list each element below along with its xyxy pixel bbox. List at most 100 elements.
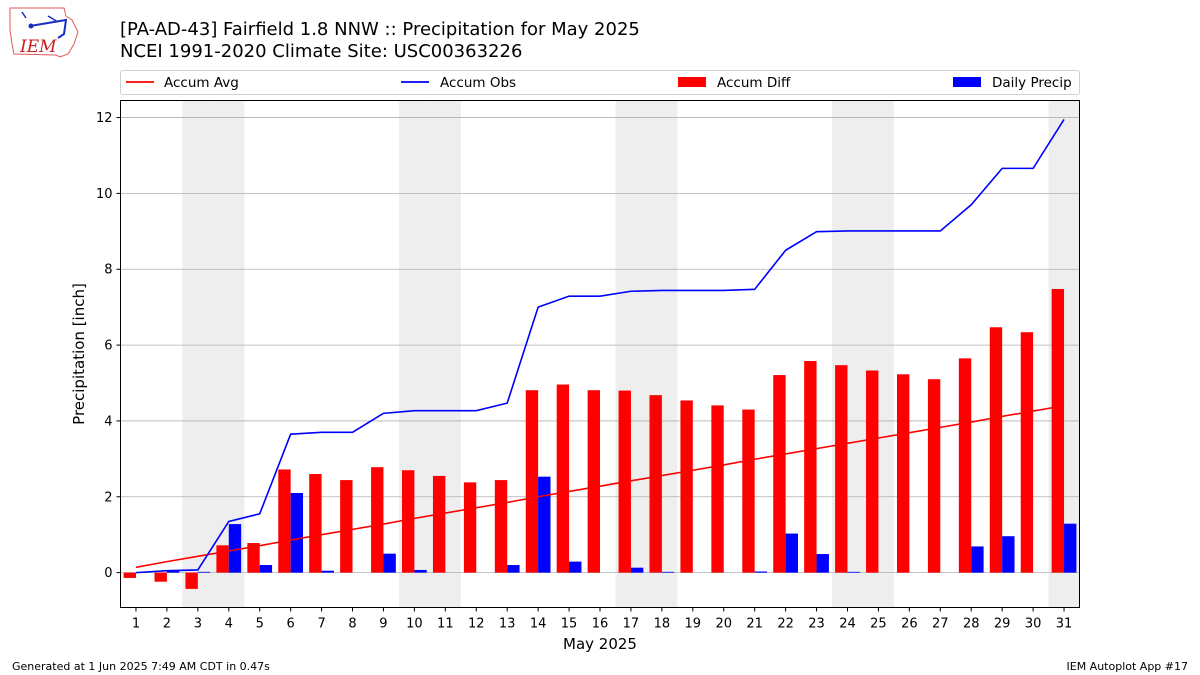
y-tick-label: 0	[104, 566, 112, 581]
x-tick-label: 11	[437, 617, 454, 632]
daily-precip-bar	[197, 571, 211, 573]
weekend-shade	[213, 100, 245, 608]
bars	[123, 288, 1077, 589]
accum-diff-bar	[402, 470, 415, 573]
y-tick-label: 8	[104, 263, 112, 278]
chart-subtitle: NCEI 1991-2020 Climate Site: USC00363226	[120, 41, 522, 62]
x-tick-label: 27	[932, 617, 949, 632]
x-tick-label: 18	[654, 617, 671, 632]
accum-diff-bar	[1020, 332, 1034, 573]
accum-diff-bar	[587, 390, 600, 573]
daily-precip-bar	[166, 570, 180, 573]
footer-app: IEM Autoplot App #17	[1067, 660, 1189, 673]
x-tick-label: 24	[839, 617, 856, 632]
daily-precip-bar	[507, 565, 520, 573]
x-tick-label: 1	[132, 617, 140, 632]
y-axis-label: Precipitation [inch]	[70, 283, 88, 425]
accum-diff-bar	[525, 390, 539, 573]
x-axis-label: May 2025	[563, 635, 637, 653]
footer-generated: Generated at 1 Jun 2025 7:49 AM CDT in 0…	[12, 660, 270, 673]
x-tick-label: 4	[225, 617, 233, 632]
accum-diff-bar	[1051, 288, 1065, 573]
y-tick-label: 6	[104, 339, 112, 354]
accum-diff-bar	[742, 409, 755, 573]
weekend-shading	[182, 100, 1080, 608]
x-tick-label: 22	[777, 617, 794, 632]
x-tick-label: 12	[468, 617, 485, 632]
daily-precip-bar	[414, 569, 427, 573]
x-tick-label: 21	[746, 617, 763, 632]
accum-diff-bar	[649, 395, 662, 573]
accum-diff-bar	[896, 374, 910, 573]
y-tick-label: 4	[104, 414, 112, 429]
x-tick-label: 30	[1025, 617, 1042, 632]
x-tick-label: 10	[406, 617, 423, 632]
accum-diff-bar	[556, 384, 570, 573]
legend-swatch-daily-precip	[953, 77, 981, 87]
accum-diff-bar	[185, 572, 198, 589]
x-tick-label: 2	[163, 617, 171, 632]
accum-diff-bar	[773, 375, 786, 573]
legend-label-daily-precip: Daily Precip	[992, 75, 1072, 91]
accum-diff-bar	[309, 474, 322, 573]
daily-precip-bar	[754, 571, 768, 573]
x-tick-label: 29	[994, 617, 1011, 632]
x-tick-label: 9	[379, 617, 387, 632]
x-tick-label: 17	[623, 617, 640, 632]
y-tick-label: 10	[96, 187, 113, 202]
daily-precip-bar	[290, 492, 304, 573]
y-tick-label: 2	[104, 490, 112, 505]
daily-precip-bar	[383, 553, 396, 573]
x-tick-label: 3	[194, 617, 202, 632]
x-tick-label: 31	[1056, 617, 1073, 632]
accum-diff-bar	[804, 361, 817, 573]
daily-precip-bar	[971, 546, 984, 573]
weekend-shade	[182, 100, 214, 608]
y-axis-ticks: 0 2 4 6 8 10 12	[96, 111, 121, 581]
lines	[135, 119, 1065, 574]
x-tick-label: 28	[963, 617, 980, 632]
x-tick-label: 7	[317, 617, 325, 632]
daily-precip-bar	[630, 567, 644, 573]
legend-label-accum-avg: Accum Avg	[164, 75, 239, 91]
daily-precip-bar	[785, 533, 798, 573]
legend-swatch-accum-diff	[678, 77, 706, 87]
legend-label-accum-diff: Accum Diff	[717, 75, 791, 91]
accum-diff-bar	[432, 475, 446, 573]
x-tick-label: 26	[901, 617, 918, 632]
accum-diff-bar	[154, 572, 167, 582]
accum-diff-bar	[680, 400, 693, 573]
x-tick-label: 8	[348, 617, 356, 632]
x-tick-label: 14	[530, 617, 547, 632]
accum-diff-bar	[216, 545, 229, 573]
daily-precip-bar	[228, 524, 242, 573]
accum-diff-bar	[371, 467, 384, 573]
x-axis-ticks: 1 2 3 4 5 6 7 8 9 10 11 12 13 14 15 16 17 18 19 20 21 22 23 24 2…	[132, 607, 1073, 632]
daily-precip-bar	[569, 561, 582, 573]
legend-frame	[120, 70, 1080, 95]
daily-precip-bar	[847, 571, 860, 573]
accum-obs-line	[135, 119, 1065, 574]
accum-diff-bar	[340, 480, 353, 573]
accum-avg-line	[135, 404, 1065, 569]
accum-diff-bar	[958, 358, 972, 573]
x-tick-label: 23	[808, 617, 825, 632]
daily-precip-bar	[816, 554, 829, 573]
chart-title: [PA-AD-43] Fairfield 1.8 NNW :: Precipit…	[120, 19, 640, 40]
accum-diff-bar	[835, 365, 848, 573]
logo-text: IEM	[19, 37, 57, 57]
accum-diff-bar	[247, 543, 260, 573]
x-tick-label: 25	[870, 617, 887, 632]
daily-precip-bar	[259, 565, 273, 573]
x-tick-label: 16	[592, 617, 609, 632]
iem-logo: IEM	[9, 7, 79, 58]
accum-diff-bar	[866, 370, 879, 573]
legend-label-accum-obs: Accum Obs	[440, 75, 516, 91]
x-tick-label: 19	[685, 617, 702, 632]
x-tick-label: 5	[256, 617, 264, 632]
daily-precip-bar	[1064, 523, 1077, 573]
y-tick-label: 12	[96, 111, 113, 126]
x-tick-label: 15	[561, 617, 578, 632]
accum-diff-bar	[494, 480, 508, 573]
